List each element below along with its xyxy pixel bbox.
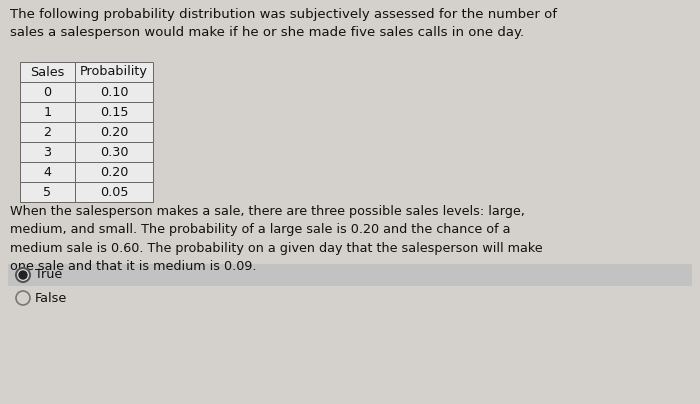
Circle shape — [16, 291, 30, 305]
Circle shape — [19, 271, 27, 279]
Bar — [20, 122, 75, 142]
Bar — [20, 62, 75, 82]
Bar — [20, 182, 75, 202]
Text: 0.10: 0.10 — [99, 86, 128, 99]
Text: 4: 4 — [43, 166, 52, 179]
Circle shape — [16, 268, 30, 282]
Text: 0.20: 0.20 — [100, 166, 128, 179]
Bar — [20, 162, 75, 182]
Bar — [75, 122, 153, 142]
Bar — [20, 142, 75, 162]
Text: 0.20: 0.20 — [100, 126, 128, 139]
Bar — [75, 142, 153, 162]
Bar — [75, 182, 153, 202]
Text: 3: 3 — [43, 145, 52, 158]
Text: True: True — [35, 269, 62, 282]
Text: 0.30: 0.30 — [99, 145, 128, 158]
Text: 1: 1 — [43, 105, 52, 118]
Bar — [20, 82, 75, 102]
Bar — [75, 162, 153, 182]
Text: 0.15: 0.15 — [99, 105, 128, 118]
Bar — [75, 62, 153, 82]
Text: 0: 0 — [43, 86, 52, 99]
Text: The following probability distribution was subjectively assessed for the number : The following probability distribution w… — [10, 8, 557, 39]
Text: Sales: Sales — [30, 65, 64, 78]
Text: 0.05: 0.05 — [99, 185, 128, 198]
Bar — [75, 102, 153, 122]
Bar — [8, 264, 692, 286]
Text: False: False — [35, 292, 67, 305]
Bar — [20, 102, 75, 122]
Bar — [75, 82, 153, 102]
Text: Probability: Probability — [80, 65, 148, 78]
Text: When the salesperson makes a sale, there are three possible sales levels: large,: When the salesperson makes a sale, there… — [10, 205, 542, 274]
Text: 5: 5 — [43, 185, 52, 198]
Text: 2: 2 — [43, 126, 52, 139]
